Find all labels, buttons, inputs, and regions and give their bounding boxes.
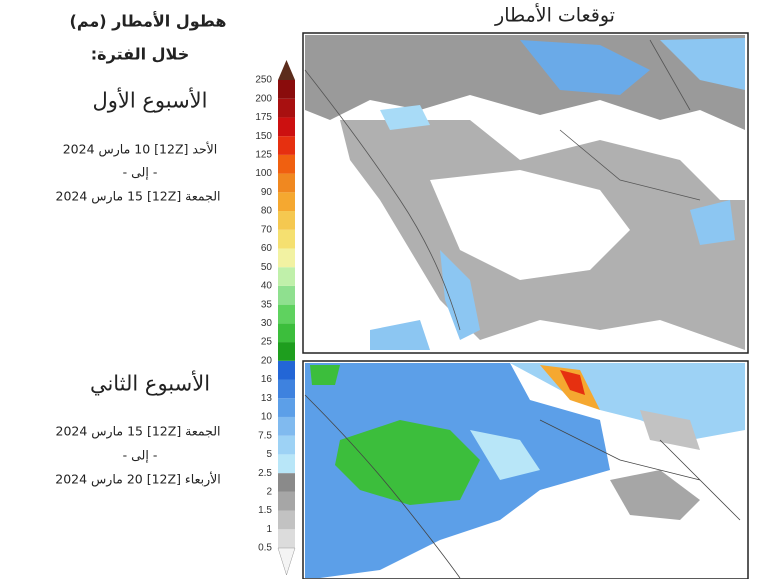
period-label: الأسبوع الثاني — [90, 370, 210, 397]
period-label: الأسبوع الأول — [92, 87, 207, 114]
legend-tick-label: 100 — [255, 168, 272, 179]
period-to-word: - إلى - — [123, 448, 158, 463]
color-band — [278, 211, 295, 230]
legend-tick-label: 175 — [255, 112, 272, 123]
color-band — [278, 304, 295, 324]
legend-tick-label: 25 — [261, 337, 273, 348]
color-band — [278, 117, 295, 137]
period-from: الأحد [12Z] 10 مارس 2024 — [63, 142, 218, 158]
color-band — [278, 398, 295, 417]
legend-tick-label: 0.5 — [258, 543, 272, 554]
color-over — [278, 60, 295, 80]
legend-tick-label: 250 — [255, 75, 272, 86]
legend-subtitle: خلال الفترة: — [91, 45, 189, 64]
color-band — [278, 379, 295, 399]
color-band — [278, 473, 295, 492]
period-to: الجمعة [12Z] 15 مارس 2024 — [56, 189, 221, 205]
color-band — [278, 248, 295, 268]
period-to: الأربعاء [12Z] 20 مارس 2024 — [55, 472, 221, 488]
color-band — [278, 323, 295, 343]
color-band — [278, 454, 295, 474]
color-band — [278, 80, 295, 99]
legend-tick-label: 80 — [261, 206, 273, 217]
color-band — [278, 154, 295, 174]
legend-tick-label: 40 — [261, 281, 273, 292]
legend-tick-label: 13 — [261, 393, 273, 404]
legend-tick-label: 10 — [261, 412, 273, 423]
legend-title: هطول الأمطار (مم) — [70, 12, 227, 31]
color-band — [278, 98, 295, 118]
color-band — [278, 435, 295, 455]
color-band — [278, 173, 295, 193]
legend-tick-label: 20 — [261, 355, 273, 366]
legend-tick-label: 30 — [261, 318, 273, 329]
legend-tick-label: 1 — [266, 524, 272, 535]
color-band — [278, 491, 295, 511]
color-band — [278, 416, 295, 436]
legend-tick-label: 7.5 — [258, 430, 272, 441]
map-title: توقعات الأمطار — [494, 4, 615, 27]
legend-tick-label: 125 — [255, 150, 272, 161]
color-band — [278, 510, 295, 530]
legend-tick-label: 5 — [266, 449, 272, 460]
legend-tick-label: 35 — [261, 299, 273, 310]
color-band — [278, 229, 295, 249]
legend-tick-label: 16 — [261, 374, 273, 385]
color-band — [278, 342, 295, 361]
map-panel — [302, 32, 749, 354]
legend-tick-label: 60 — [261, 243, 273, 254]
legend-tick-label: 90 — [261, 187, 273, 198]
legend-tick-label: 150 — [255, 131, 272, 142]
legend-tick-label: 50 — [261, 262, 273, 273]
legend-tick-label: 200 — [255, 93, 272, 104]
legend-tick-label: 2.5 — [258, 468, 272, 479]
legend-tick-label: 2 — [266, 486, 272, 497]
color-band — [278, 529, 295, 548]
color-under — [277, 547, 296, 576]
color-band — [278, 192, 295, 212]
period-from: الجمعة [12Z] 15 مارس 2024 — [56, 424, 221, 440]
color-band — [278, 360, 295, 380]
legend-tick-label: 70 — [261, 224, 273, 235]
color-band — [278, 136, 295, 155]
legend-tick-label: 1.5 — [258, 505, 272, 516]
period-to-word: - إلى - — [123, 165, 158, 180]
color-band — [278, 285, 295, 305]
map-panel — [302, 360, 749, 579]
color-band — [278, 267, 295, 286]
